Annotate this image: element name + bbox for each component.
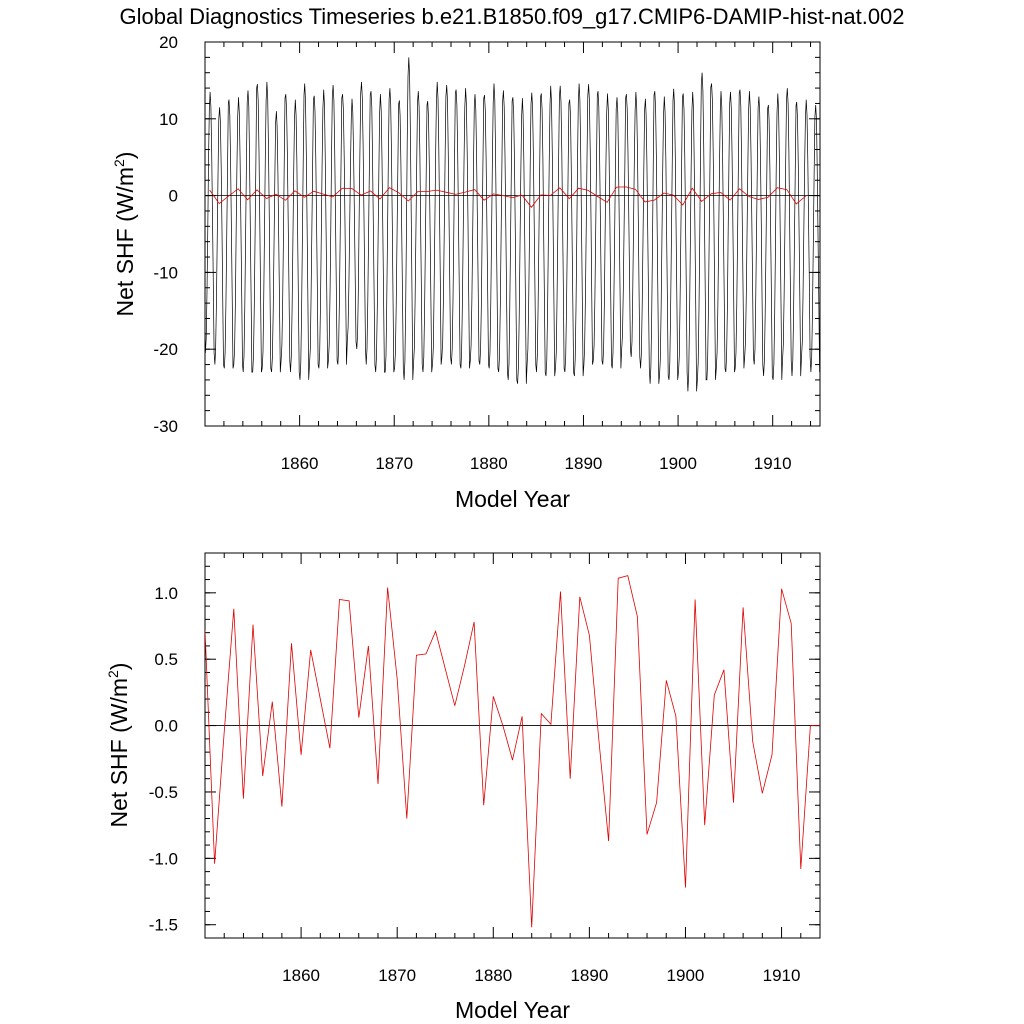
- y-axis-label-close: ): [106, 663, 132, 671]
- x-tick-label: 1900: [667, 966, 705, 985]
- figure-title: Global Diagnostics Timeseries b.e21.B185…: [119, 4, 904, 29]
- y-tick-label: 0.0: [154, 717, 178, 736]
- y-axis-label-main: Net SHF (W/m: [112, 167, 138, 317]
- x-tick-label: 1880: [474, 966, 512, 985]
- plot-frame: [204, 41, 821, 427]
- x-tick-label: 1900: [659, 454, 697, 473]
- y-tick-label: 10: [159, 110, 178, 129]
- x-tick-label: 1910: [763, 966, 801, 985]
- x-tick-label: 1910: [754, 454, 792, 473]
- y-tick-label: -30: [153, 417, 178, 436]
- y-tick-label: -10: [153, 263, 178, 282]
- x-axis-label: Model Year: [455, 997, 570, 1023]
- y-tick-label: -1.0: [149, 849, 178, 868]
- x-tick-label: 1870: [378, 966, 416, 985]
- bottom-panel: 1860 1870 1880 1890 1900 1910 -1.5 -1.0 -0.5 0.0 0…: [105, 552, 821, 1023]
- y-axis-label-main: Net SHF (W/m: [106, 678, 132, 828]
- y-tick-label: -20: [153, 340, 178, 359]
- plot-frame: [204, 552, 821, 939]
- x-tick-label: 1870: [375, 454, 413, 473]
- x-tick-label: 1860: [282, 966, 320, 985]
- y-axis-label-close: ): [112, 152, 138, 160]
- x-tick-label: 1890: [570, 966, 608, 985]
- y-tick-label: 0.5: [154, 650, 178, 669]
- y-axis-label: Net SHF (W/m2): [111, 152, 138, 317]
- x-tick-label: 1890: [565, 454, 603, 473]
- monthly-series-line: [205, 57, 820, 392]
- top-panel: 1860 1870 1880 1890 1900 1910 -30 -20 -10 0 10 20 Mo…: [111, 33, 821, 512]
- y-axis-label: Net SHF (W/m2): [105, 663, 132, 828]
- y-axis-label-superscript: 2: [105, 670, 121, 678]
- y-tick-label: -0.5: [149, 783, 178, 802]
- annual-mean-series-line: [205, 575, 820, 928]
- x-tick-label: 1880: [470, 454, 508, 473]
- y-tick-label: 20: [159, 33, 178, 52]
- y-tick-label: -1.5: [149, 916, 178, 935]
- x-tick-label: 1860: [281, 454, 319, 473]
- y-axis-label-superscript: 2: [111, 159, 127, 167]
- annual-mean-series-line: [209, 186, 807, 208]
- x-axis-label: Model Year: [455, 486, 570, 512]
- y-tick-label: 0: [169, 187, 178, 206]
- y-tick-label: 1.0: [154, 584, 178, 603]
